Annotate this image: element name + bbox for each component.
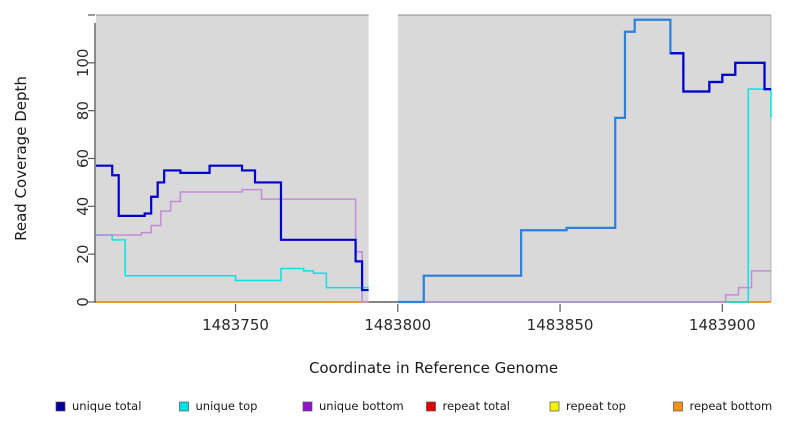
legend-label-repeat-top: repeat top xyxy=(566,399,626,413)
y-tick-label: 100 xyxy=(74,49,92,78)
y-tick-label: 60 xyxy=(74,149,92,168)
series-line-unique-bottom-right xyxy=(397,270,771,303)
series-line-unique-top xyxy=(96,234,369,289)
y-axis-ticks: 0 20 40 60 80 100 xyxy=(74,14,95,307)
x-tick-label: 1483900 xyxy=(689,316,756,334)
legend-label-unique-bottom: unique bottom xyxy=(319,399,404,413)
series-group xyxy=(96,18,772,304)
plot-panel-left xyxy=(96,15,369,302)
y-tick-label: 40 xyxy=(74,197,92,216)
series-line-unique-total-plateau xyxy=(670,52,771,93)
legend-swatch-unique-total xyxy=(55,401,66,412)
legend-label-repeat-total: repeat total xyxy=(443,399,510,413)
plot-panel-right xyxy=(397,15,771,302)
series-line-unique-total xyxy=(96,164,369,292)
legend-swatch-repeat-total xyxy=(426,401,436,412)
x-axis-ticks: 1483750 1483800 1483850 1483900 xyxy=(202,304,756,334)
x-tick-label: 1483750 xyxy=(202,316,269,334)
legend-swatch-unique-bottom xyxy=(302,401,313,412)
series-line-unique-bottom xyxy=(96,188,369,303)
x-axis-title: Coordinate in Reference Genome xyxy=(309,359,558,377)
legend-swatch-repeat-top xyxy=(549,401,560,412)
y-tick-label: 80 xyxy=(74,101,92,120)
legend-swatch-unique-top xyxy=(179,401,189,412)
y-tick-label: 20 xyxy=(74,245,92,264)
legend-label-unique-total: unique total xyxy=(72,399,141,413)
y-tick-label: 0 xyxy=(74,297,92,307)
legend-label-unique-top: unique top xyxy=(196,399,258,413)
legend: unique total unique top unique bottom repea… xyxy=(55,399,773,413)
x-tick-label: 1483800 xyxy=(364,316,431,334)
legend-label-repeat-bottom: repeat bottom xyxy=(690,399,773,413)
x-tick-label: 1483850 xyxy=(527,316,594,334)
y-axis-title: Read Coverage Depth xyxy=(12,76,30,241)
legend-swatch-repeat-bottom xyxy=(673,401,683,412)
